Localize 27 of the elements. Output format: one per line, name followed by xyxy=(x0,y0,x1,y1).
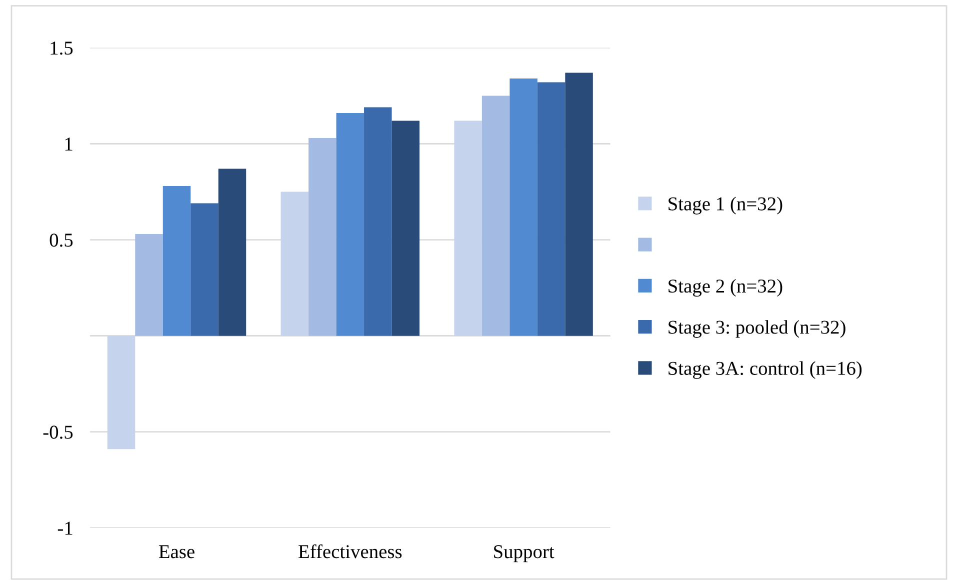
legend-label: Stage 1 (n=32) xyxy=(668,196,782,214)
y-tick-label: 1.5 xyxy=(50,42,73,55)
bar xyxy=(482,96,510,336)
bar xyxy=(107,336,136,450)
bar xyxy=(537,82,566,336)
x-tick-label: Effectiveness xyxy=(298,544,402,558)
bar xyxy=(190,203,218,336)
x-tick-label: Ease xyxy=(158,545,194,558)
bar xyxy=(565,72,593,336)
y-tick-label: 0.5 xyxy=(50,234,73,247)
bar xyxy=(364,107,392,336)
bar xyxy=(280,192,309,336)
y-tick-label: 1 xyxy=(65,138,72,150)
bar xyxy=(308,138,336,336)
x-tick-label: Support xyxy=(494,545,554,562)
bar xyxy=(135,234,163,336)
legend-label: Stage 3: pooled (n=32) xyxy=(668,320,846,338)
legend-label: Stage 3A: control (n=16) xyxy=(668,361,862,379)
legend-label: Stage 2 (n=32) xyxy=(668,278,782,297)
bar xyxy=(392,120,420,336)
bar xyxy=(510,78,538,336)
y-tick-label: -1 xyxy=(58,522,72,535)
bar xyxy=(454,120,482,336)
y-tick-label: -0.5 xyxy=(43,426,73,439)
bar xyxy=(218,168,246,336)
bar xyxy=(162,186,191,336)
bar xyxy=(336,113,364,336)
